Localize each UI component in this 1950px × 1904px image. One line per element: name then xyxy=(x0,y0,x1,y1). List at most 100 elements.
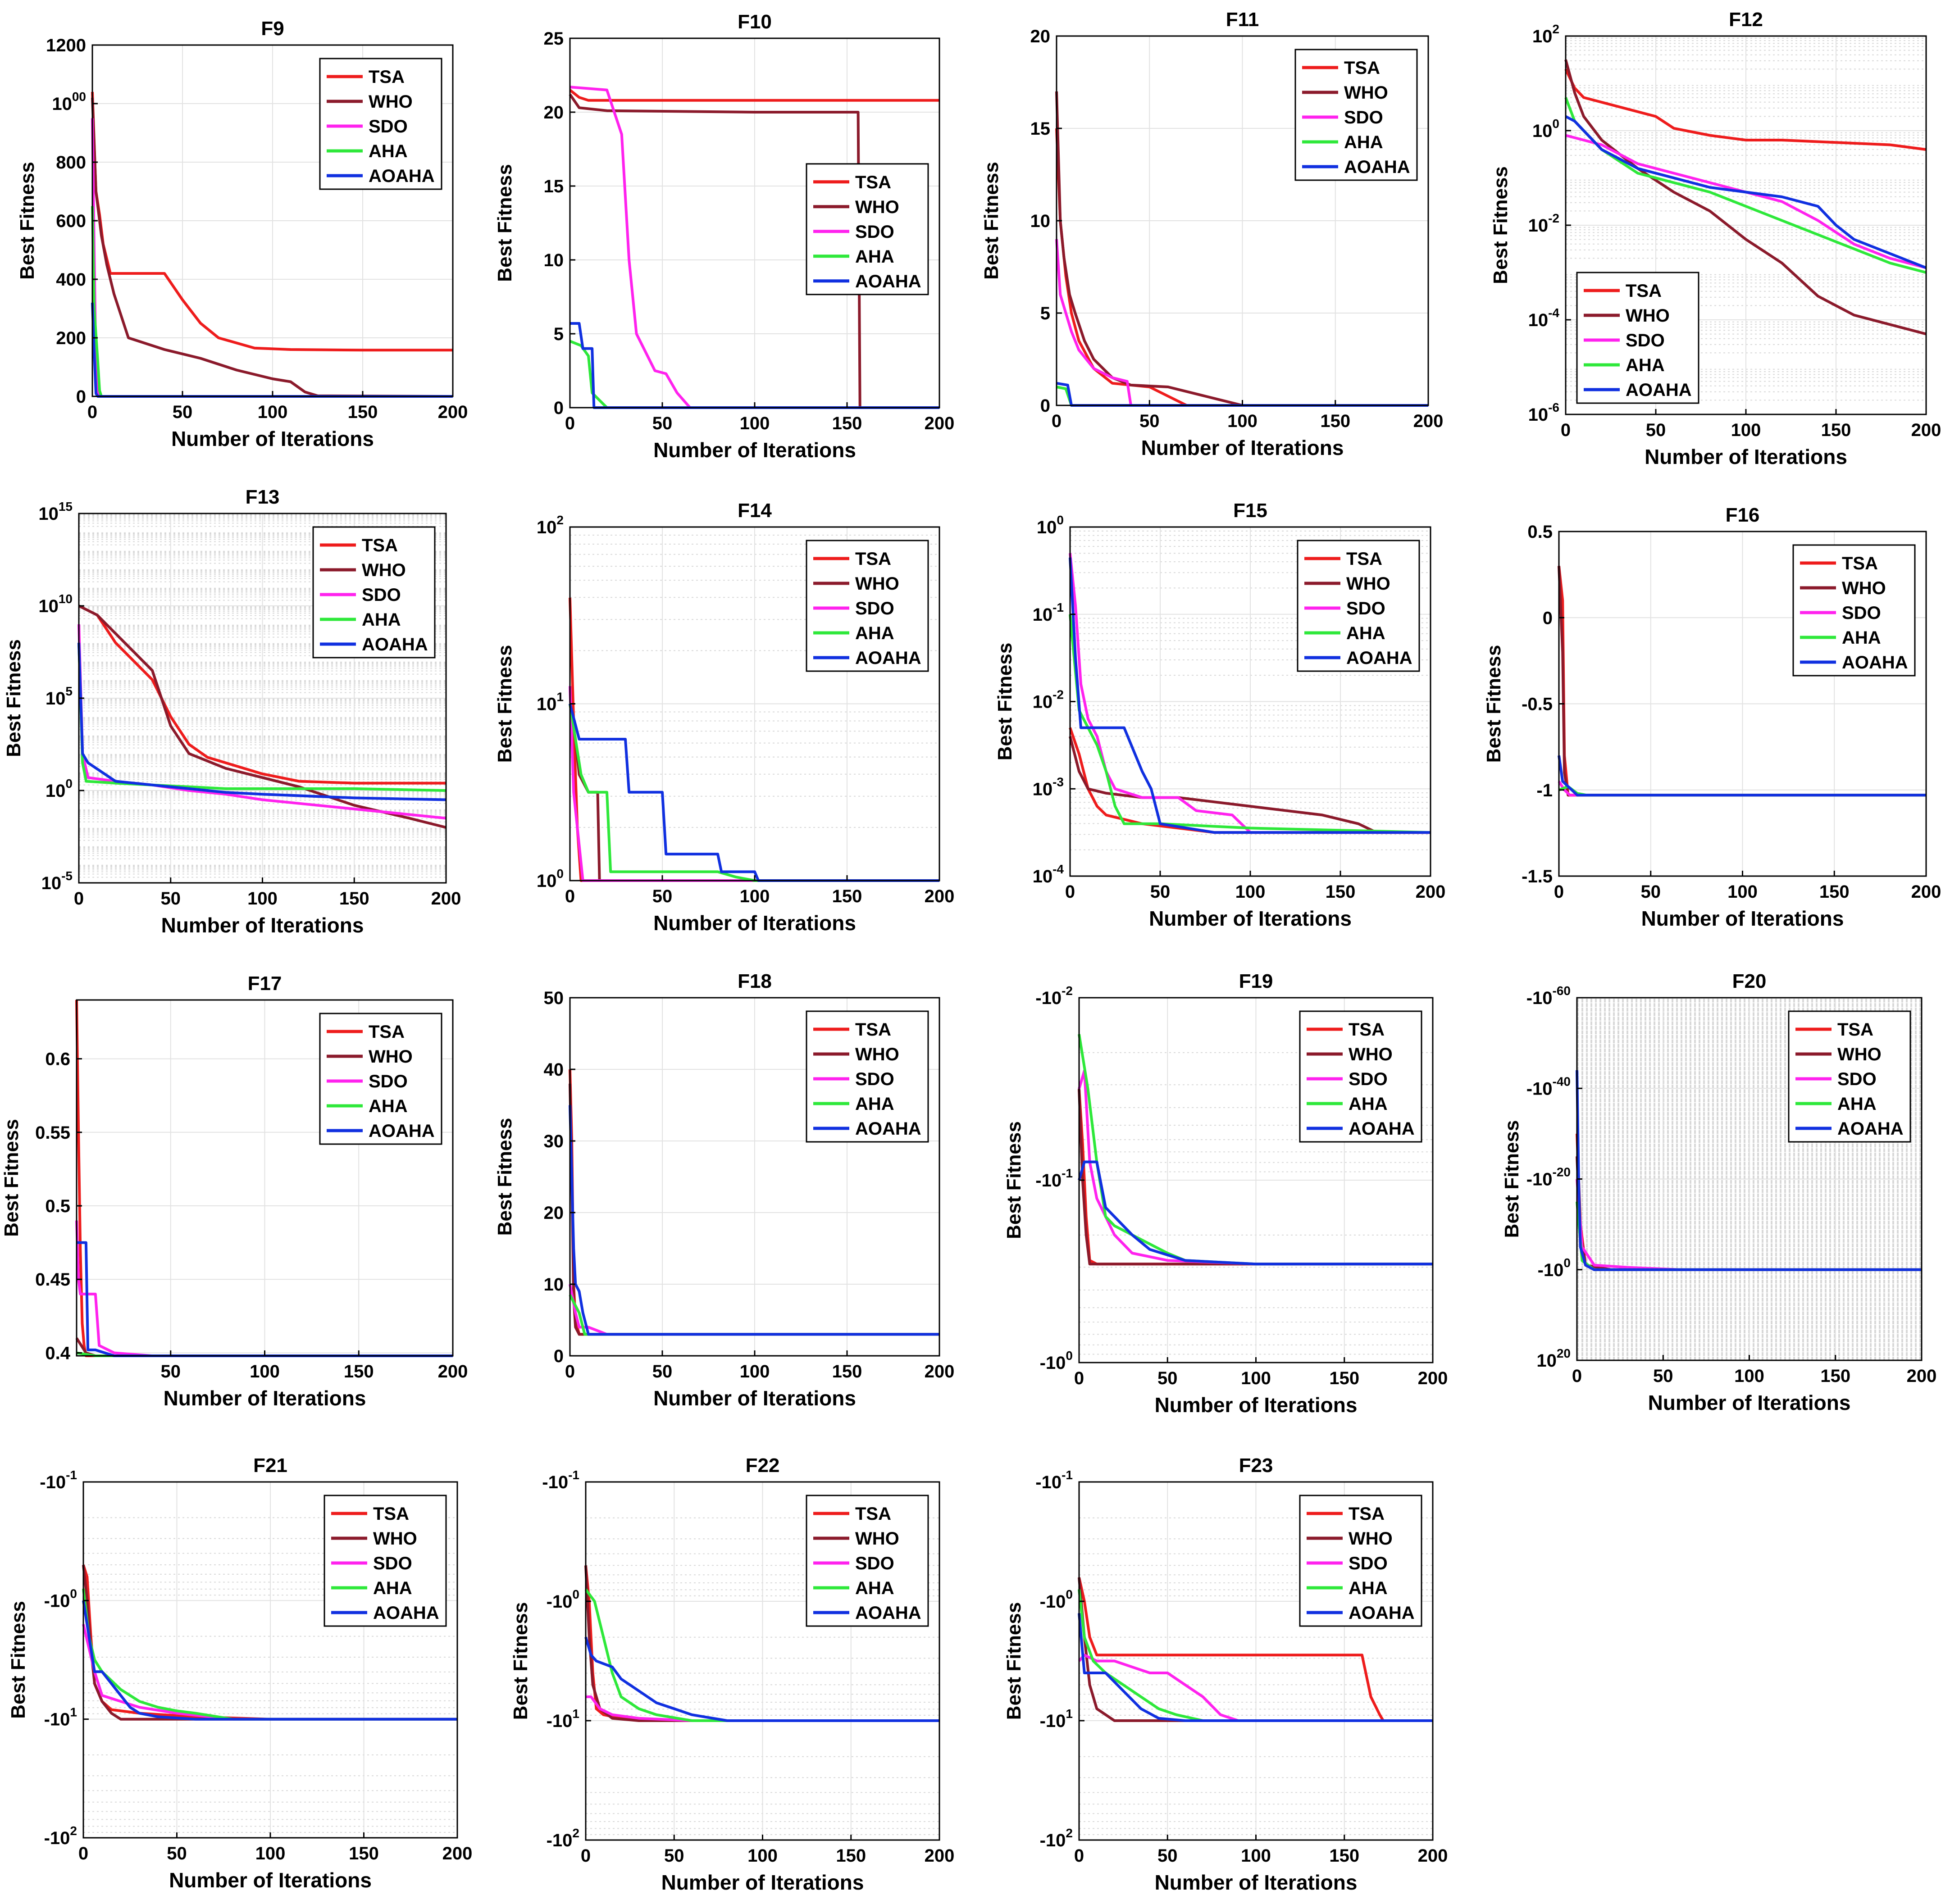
y-tick-label: -10-1 xyxy=(1035,1468,1073,1492)
series-line-aoaha xyxy=(569,703,939,882)
x-tick-label: 150 xyxy=(1320,411,1350,431)
x-axis-label: Number of Iterations xyxy=(171,427,374,450)
legend-box xyxy=(806,1010,929,1143)
legend-box xyxy=(806,163,929,295)
legend-label-tsa: TSA xyxy=(369,1022,405,1042)
y-tick-label: 400 xyxy=(56,270,86,290)
legend-box xyxy=(1576,272,1699,404)
series-line-aoaha xyxy=(77,642,446,801)
y-tick-label: 20 xyxy=(544,1203,564,1223)
series-line-aha xyxy=(584,1588,939,1722)
y-tick-label: 101 xyxy=(537,690,564,714)
y-tick-label: 5 xyxy=(1040,304,1050,323)
x-tick-label: 50 xyxy=(1653,1366,1673,1386)
y-tick-label: 0.5 xyxy=(1527,522,1553,542)
legend-box xyxy=(806,1495,929,1627)
y-axis-label: Best Fitness xyxy=(1501,1120,1523,1238)
legend-label-aha: AHA xyxy=(1346,623,1385,643)
y-tick-label: 20 xyxy=(1030,27,1051,46)
x-tick-label: 200 xyxy=(1416,882,1446,902)
legend-label-who: WHO xyxy=(1349,1045,1393,1064)
legend: TSA WHO SDO AHA AOAHA xyxy=(312,526,436,659)
x-tick-label: 0 xyxy=(565,414,575,433)
x-axis-label: Number of Iterations xyxy=(653,438,856,462)
series-line-who xyxy=(82,1564,457,1721)
legend-label-tsa: TSA xyxy=(1346,549,1382,569)
y-axis-label: Best Fitness xyxy=(994,643,1016,761)
y-tick-label: -10-1 xyxy=(542,1468,579,1492)
series-line-aoaha xyxy=(82,1600,457,1721)
y-tick-label: -102 xyxy=(44,1824,77,1848)
x-tick-label: 200 xyxy=(925,886,955,906)
y-tick-label: 0.5 xyxy=(45,1196,70,1216)
legend-label-who: WHO xyxy=(1346,574,1390,594)
y-tick-label: 40 xyxy=(544,1060,564,1080)
y-tick-label: -10-1 xyxy=(1035,1166,1073,1191)
y-axis-label: Best Fitness xyxy=(494,164,516,282)
legend: TSA WHO SDO AHA AOAHA xyxy=(1297,540,1420,672)
x-tick-label: 100 xyxy=(1227,411,1257,431)
x-tick-label: 100 xyxy=(255,1844,286,1863)
x-tick-label: 50 xyxy=(167,1844,187,1863)
chart-f14: 0 50 100 150 200 100 101 102 F14 Number of Iterat… xyxy=(494,500,954,935)
y-tick-label: 0 xyxy=(76,387,86,407)
x-tick-label: 0 xyxy=(1065,882,1075,902)
chart-f10: 0 50 100 150 200 0 5 10 15 20 25 F10 Number of Itera… xyxy=(494,11,954,462)
legend-label-aoaha: AOAHA xyxy=(362,635,428,654)
y-tick-label: 200 xyxy=(56,328,86,348)
chart-f11: 0 50 100 150 200 0 5 10 15 20 F11 Number of Iterati… xyxy=(980,9,1443,459)
x-axis-label: Number of Iterations xyxy=(1648,1391,1851,1414)
legend-label-tsa: TSA xyxy=(362,536,398,555)
legend-label-aoaha: AOAHA xyxy=(855,1119,921,1139)
x-axis-label: Number of Iterations xyxy=(1141,436,1344,459)
chart-title: F22 xyxy=(746,1454,780,1477)
legend-box xyxy=(1299,1495,1422,1627)
x-tick-label: 100 xyxy=(740,414,770,433)
legend-label-tsa: TSA xyxy=(1344,58,1380,78)
y-tick-label: 0.4 xyxy=(45,1343,70,1363)
y-tick-label: -101 xyxy=(547,1707,579,1731)
series-line-tsa xyxy=(1078,1577,1433,1722)
y-tick-label: 1010 xyxy=(38,592,73,616)
y-axis-label: Best Fitness xyxy=(980,162,1002,280)
chart-f20: 0 50 100 150 200 -10-60 -10-40 -10-20 -100 1020 F2… xyxy=(1501,970,1936,1414)
legend-label-sdo: SDO xyxy=(373,1554,412,1573)
x-axis-label: Number of Iterations xyxy=(653,1386,856,1410)
legend-label-who: WHO xyxy=(855,1529,899,1549)
chart-title: F18 xyxy=(738,970,772,992)
legend: TSA WHO SDO AHA AOAHA xyxy=(806,1010,929,1143)
legend-label-sdo: SDO xyxy=(855,1069,894,1089)
x-tick-label: 50 xyxy=(1157,1368,1178,1388)
x-tick-label: 50 xyxy=(652,1362,673,1381)
y-tick-label: -10-1 xyxy=(40,1468,77,1492)
legend-label-sdo: SDO xyxy=(1837,1069,1877,1089)
chart-title: F16 xyxy=(1726,504,1760,526)
chart-f19: 0 50 100 150 200 -10-2 -10-1 -100 F19 Number of I… xyxy=(1003,970,1448,1417)
legend-box xyxy=(312,526,436,659)
legend-label-who: WHO xyxy=(1837,1045,1882,1064)
series-line-tsa xyxy=(78,604,446,785)
legend-label-who: WHO xyxy=(369,1047,413,1067)
x-tick-label: 50 xyxy=(652,886,673,906)
x-axis-label: Number of Iterations xyxy=(1645,445,1847,468)
y-tick-label: -0.5 xyxy=(1522,695,1553,714)
series-line-who xyxy=(1564,59,1927,336)
y-tick-label: 102 xyxy=(1532,22,1559,46)
legend-box xyxy=(319,1013,442,1145)
legend-label-aoaha: AOAHA xyxy=(1349,1603,1415,1623)
x-tick-label: 150 xyxy=(836,1846,866,1866)
series-line-who xyxy=(1069,736,1431,834)
chart-f12: 0 50 100 150 200 10-6 10-4 10-2 100 102 F12 Number … xyxy=(1490,9,1941,468)
y-tick-label: 10-2 xyxy=(1528,211,1559,236)
series-line-aoaha xyxy=(1576,1070,1922,1271)
y-axis-label: Best Fitness xyxy=(1003,1602,1025,1720)
series-line-tsa xyxy=(569,89,939,102)
y-tick-label: 1200 xyxy=(46,36,86,55)
chart-title: F21 xyxy=(253,1454,287,1477)
legend-label-who: WHO xyxy=(373,1529,417,1549)
x-tick-label: 0 xyxy=(87,402,97,422)
legend-label-tsa: TSA xyxy=(1349,1504,1385,1524)
x-tick-label: 150 xyxy=(1326,882,1356,902)
legend-label-tsa: TSA xyxy=(855,173,891,192)
